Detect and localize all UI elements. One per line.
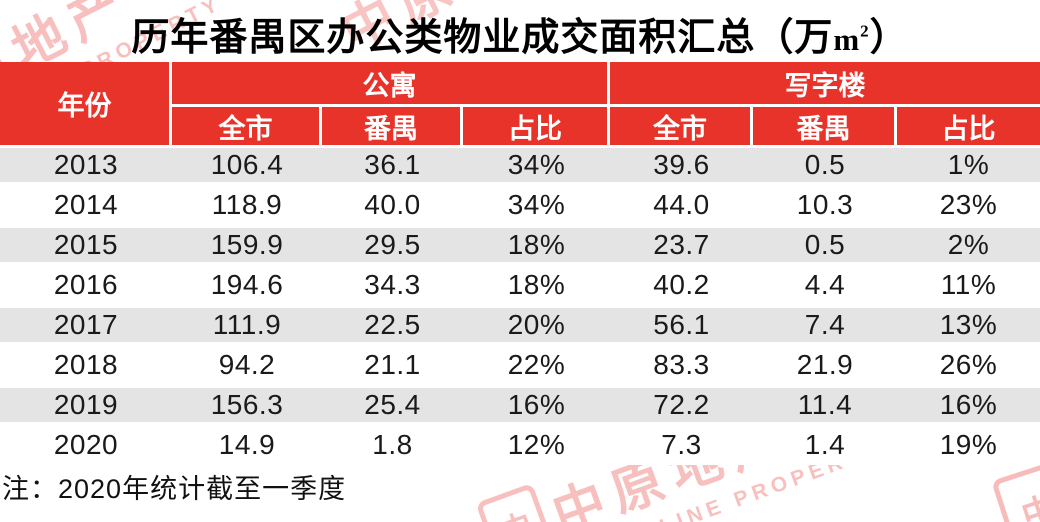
table-cell: 83.3 <box>653 349 710 380</box>
row-year: 2020 <box>53 429 119 460</box>
table-cell: 94.2 <box>218 349 276 380</box>
table-cell: 40.0 <box>364 189 421 220</box>
table-cell: 111.9 <box>212 309 282 340</box>
table-cell: 20% <box>507 309 566 340</box>
header-group-apartment: 公寓 <box>172 62 610 104</box>
header-apartment-citywide: 全市 <box>172 104 322 145</box>
table-cell: 1.8 <box>372 429 413 460</box>
header-apartment-share: 占比 <box>463 104 610 145</box>
header-office-share: 占比 <box>897 104 1040 145</box>
table-cell: 1.4 <box>804 429 846 460</box>
table-row: 2014 118.9 40.0 34% 44.0 10.3 23% <box>0 185 1040 225</box>
row-year: 2016 <box>53 269 119 300</box>
table-cell: 10.3 <box>796 189 854 220</box>
title-close-paren: ） <box>869 17 909 59</box>
table-cell: 44.0 <box>653 189 710 220</box>
table-row: 2019 156.3 25.4 16% 72.2 11.4 16% <box>0 385 1040 425</box>
header-office-citywide: 全市 <box>610 104 753 145</box>
table-cell: 22.5 <box>364 309 421 340</box>
row-year: 2013 <box>53 149 119 180</box>
table-cell: 26% <box>939 349 998 380</box>
table-cell: 7.3 <box>661 429 702 460</box>
table-cell: 40.2 <box>653 269 710 300</box>
table-cell: 156.3 <box>210 389 284 420</box>
table-cell: 72.2 <box>653 389 710 420</box>
table-cell: 2% <box>947 229 990 260</box>
table-cell: 21.9 <box>796 349 854 380</box>
table-cell: 14.9 <box>218 429 276 460</box>
table-body: 2013 106.4 36.1 34% 39.6 0.5 1% 2014 118… <box>0 145 1040 465</box>
centaline-stamp-outline-icon: 中 <box>991 458 1040 522</box>
stamp-glyph: 中 <box>1017 489 1040 522</box>
title-unit-exponent: 2 <box>860 21 870 41</box>
table-cell: 0.5 <box>804 149 846 180</box>
table-row: 2015 159.9 29.5 18% 23.7 0.5 2% <box>0 225 1040 265</box>
title-text: 历年番禺区办公类物业成交面积汇总（万 <box>131 17 834 59</box>
table-cell: 118.9 <box>211 189 283 220</box>
table-cell: 11.4 <box>797 389 853 420</box>
table-cell: 13% <box>939 309 998 340</box>
table-cell: 4.4 <box>804 269 846 300</box>
table-cell: 11% <box>940 269 997 300</box>
table-cell: 34.3 <box>364 269 421 300</box>
header-office-panyu: 番禺 <box>753 104 897 145</box>
table-header: 年份 公寓 写字楼 全市 番禺 占比 全市 番禺 占比 <box>0 62 1040 145</box>
title-unit: m <box>833 22 861 57</box>
table-cell: 159.9 <box>210 229 284 260</box>
table-cell: 18% <box>507 229 566 260</box>
table-cell: 19% <box>939 429 998 460</box>
table-cell: 21.1 <box>364 349 421 380</box>
table-cell: 56.1 <box>653 309 710 340</box>
table-row: 2020 14.9 1.8 12% 7.3 1.4 19% <box>0 425 1040 465</box>
table-cell: 25.4 <box>364 389 421 420</box>
data-table: 年份 公寓 写字楼 全市 番禺 占比 全市 番禺 占比 2013 106.4 3… <box>0 62 1040 465</box>
table-row: 2018 94.2 21.1 22% 83.3 21.9 26% <box>0 345 1040 385</box>
table-cell: 29.5 <box>364 229 421 260</box>
row-year: 2019 <box>53 389 119 420</box>
table-cell: 1% <box>947 149 990 180</box>
row-year: 2014 <box>53 189 119 220</box>
footnote: 注：2020年统计截至一季度 <box>2 474 347 504</box>
page-title: 历年番禺区办公类物业成交面积汇总（万m2） <box>0 6 1040 61</box>
table-cell: 7.4 <box>804 309 846 340</box>
centaline-logo-icon: 中 <box>475 482 557 522</box>
header-year: 年份 <box>0 62 172 145</box>
table-cell: 34% <box>507 189 566 220</box>
table-row: 2013 106.4 36.1 34% 39.6 0.5 1% <box>0 145 1040 185</box>
header-group-office: 写字楼 <box>784 70 866 101</box>
row-year: 2018 <box>53 349 119 380</box>
table-cell: 39.6 <box>653 149 710 180</box>
table-cell: 194.6 <box>210 269 284 300</box>
row-year: 2017 <box>53 309 119 340</box>
table-cell: 36.1 <box>364 149 421 180</box>
table-row: 2016 194.6 34.3 18% 40.2 4.4 11% <box>0 265 1040 305</box>
table-row: 2017 111.9 22.5 20% 56.1 7.4 13% <box>0 305 1040 345</box>
table-cell: 18% <box>507 269 566 300</box>
table-cell: 16% <box>939 389 998 420</box>
table-cell: 22% <box>507 349 566 380</box>
table-cell: 34% <box>507 149 566 180</box>
header-apartment-panyu: 番禺 <box>322 104 463 145</box>
row-year: 2015 <box>53 229 119 260</box>
table-cell: 23% <box>939 189 998 220</box>
table-cell: 23.7 <box>653 229 710 260</box>
table-cell: 16% <box>507 389 566 420</box>
table-cell: 0.5 <box>804 229 846 260</box>
table-cell: 106.4 <box>210 149 284 180</box>
table-cell: 12% <box>507 429 566 460</box>
